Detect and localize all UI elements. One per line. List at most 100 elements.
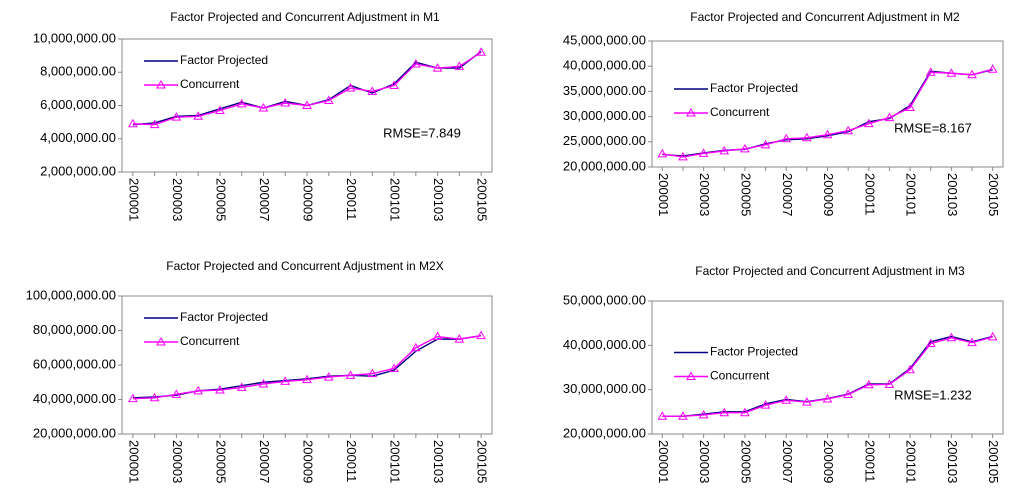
x-tick-label: 200105 — [475, 440, 490, 483]
data-marker — [884, 379, 895, 388]
data-marker — [760, 400, 771, 409]
legend-label: Factor Projected — [180, 53, 268, 67]
legend-label: Concurrent — [710, 105, 770, 119]
chart: Factor Projected and Concurrent Adjustme… — [563, 264, 1004, 483]
legend-marker — [156, 79, 166, 89]
data-marker — [128, 393, 138, 403]
annotation: RMSE=7.849 — [383, 125, 461, 140]
data-marker — [884, 112, 895, 122]
data-line — [132, 51, 482, 126]
x-tick-label: 200005 — [738, 173, 753, 216]
x-tick-label: 200003 — [697, 440, 712, 483]
data-marker — [302, 374, 312, 384]
data-marker — [149, 119, 160, 129]
y-tick-label: 40,000,000.00 — [33, 391, 116, 406]
data-marker — [258, 378, 269, 388]
data-marker — [657, 148, 668, 158]
x-tick-label: 200003 — [697, 173, 712, 216]
x-tick-label: 200101 — [904, 440, 919, 483]
x-tick-label: 200001 — [126, 440, 141, 483]
x-tick-label: 200105 — [986, 440, 1001, 483]
y-tick-label: 20,000,000.00 — [563, 425, 646, 440]
y-tick-label: 20,000,000.00 — [33, 425, 116, 440]
data-line — [132, 334, 482, 400]
x-tick-label: 200011 — [344, 440, 359, 482]
data-marker — [781, 395, 792, 404]
y-tick-label: 80,000,000.00 — [33, 322, 116, 337]
data-marker — [193, 385, 204, 395]
x-tick-label: 200005 — [214, 440, 229, 483]
y-tick-label: 30,000,000.00 — [563, 381, 646, 396]
data-marker — [367, 368, 378, 378]
x-tick-label: 200009 — [301, 178, 316, 221]
data-marker — [781, 133, 792, 143]
data-marker — [801, 397, 812, 406]
x-tick-label: 200101 — [388, 440, 403, 483]
y-tick-label: 35,000,000.00 — [563, 83, 646, 98]
data-marker — [432, 63, 443, 72]
data-marker — [454, 334, 465, 343]
x-tick-label: 200103 — [431, 440, 446, 483]
data-marker — [345, 370, 356, 379]
y-tick-label: 45,000,000.00 — [563, 32, 646, 47]
data-marker — [946, 332, 957, 342]
data-marker — [905, 102, 915, 112]
x-tick-label: 200007 — [257, 178, 272, 221]
legend-label: Concurrent — [180, 77, 240, 91]
y-tick-label: 40,000,000.00 — [563, 337, 646, 352]
data-marker — [863, 118, 874, 128]
x-tick-label: 200009 — [301, 440, 316, 483]
data-marker — [801, 132, 812, 142]
legend-label: Factor Projected — [180, 310, 268, 324]
data-marker — [678, 411, 688, 420]
y-tick-label: 20,000,000.00 — [563, 158, 646, 173]
data-marker — [454, 61, 465, 70]
data-marker — [925, 67, 936, 76]
chart-title: Factor Projected and Concurrent Adjustme… — [170, 10, 440, 24]
x-tick-label: 200101 — [388, 178, 403, 221]
data-line — [662, 336, 993, 417]
y-tick-label: 100,000,000.00 — [26, 287, 116, 302]
x-tick-label: 200007 — [780, 173, 795, 216]
data-marker — [149, 392, 160, 402]
data-marker — [822, 393, 833, 403]
data-marker — [946, 68, 957, 77]
data-marker — [967, 337, 977, 347]
legend-marker — [686, 371, 696, 380]
data-marker — [843, 389, 854, 399]
data-line — [662, 68, 993, 158]
legend-label: Factor Projected — [710, 81, 798, 95]
x-tick-label: 200001 — [126, 178, 141, 221]
data-marker — [843, 125, 854, 135]
x-tick-label: 200101 — [904, 173, 919, 216]
x-tick-label: 200003 — [170, 178, 185, 221]
data-marker — [410, 58, 421, 68]
data-marker — [171, 112, 182, 121]
chart: Factor Projected and Concurrent Adjustme… — [33, 10, 493, 221]
plot-area — [651, 300, 1004, 435]
data-marker — [698, 409, 709, 419]
data-marker — [367, 86, 378, 95]
y-tick-label: 30,000,000.00 — [563, 108, 646, 123]
annotation: RMSE=8.167 — [894, 120, 972, 135]
x-tick-label: 200009 — [821, 440, 836, 483]
data-marker — [280, 97, 291, 107]
plot-area — [651, 40, 1004, 168]
chart-title: Factor Projected and Concurrent Adjustme… — [166, 259, 443, 273]
chart: Factor Projected and Concurrent Adjustme… — [563, 10, 1004, 216]
y-tick-label: 4,000,000.00 — [40, 130, 116, 145]
data-marker — [236, 98, 247, 108]
data-marker — [128, 118, 138, 128]
y-tick-label: 40,000,000.00 — [563, 58, 646, 73]
x-tick-label: 200103 — [431, 178, 446, 221]
legend-label: Factor Projected — [710, 345, 798, 359]
x-tick-label: 200103 — [945, 173, 960, 216]
x-tick-label: 200009 — [821, 173, 836, 216]
data-marker — [987, 331, 998, 341]
x-tick-label: 200103 — [945, 440, 960, 483]
x-tick-label: 200005 — [738, 440, 753, 483]
data-marker — [657, 411, 668, 420]
legend-marker — [156, 336, 166, 346]
data-marker — [863, 379, 874, 389]
